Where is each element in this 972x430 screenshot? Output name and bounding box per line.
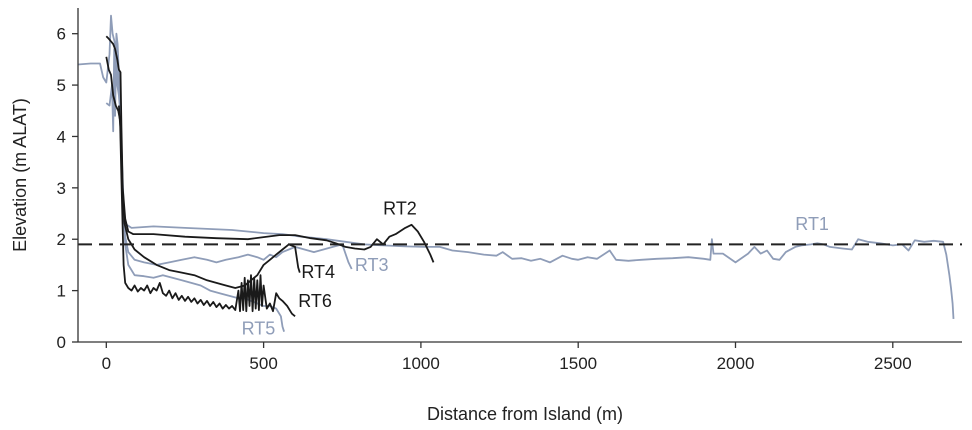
- series-label-rt2: RT2: [383, 199, 417, 219]
- series-line-rt2: [105, 35, 435, 263]
- plot-area: RT1 RT2 RT3 RT4 RT5 RT6: [77, 14, 962, 338]
- series-line-rt3: [105, 32, 353, 270]
- x-tick-label: 500: [249, 354, 277, 373]
- y-tick-label: 3: [57, 179, 66, 198]
- y-tick-label: 0: [57, 333, 66, 352]
- y-tick-label: 5: [57, 76, 66, 95]
- series-label-rt1: RT1: [795, 214, 829, 234]
- x-tick-label: 1000: [402, 354, 440, 373]
- series-line-rt6: [118, 105, 296, 317]
- series-label-rt4: RT4: [301, 262, 335, 282]
- x-tick-label: 1500: [559, 354, 597, 373]
- series-line-rt1: [77, 14, 955, 319]
- y-tick-label: 6: [57, 25, 66, 44]
- series-label-rt6: RT6: [298, 291, 332, 311]
- x-tick-label: 0: [102, 354, 111, 373]
- y-tick-label: 1: [57, 282, 66, 301]
- series-label-rt3: RT3: [355, 255, 389, 275]
- series-line-rt4: [105, 56, 301, 289]
- x-tick-label: 2500: [874, 354, 912, 373]
- x-axis-ticks: 0 500 1000 1500 2000 2500: [102, 342, 912, 373]
- x-axis-label: Distance from Island (m): [427, 404, 623, 424]
- x-tick-label: 2000: [717, 354, 755, 373]
- y-axis-label: Elevation (m ALAT): [10, 98, 30, 252]
- y-tick-label: 4: [57, 127, 66, 146]
- series-label-rt5: RT5: [242, 318, 276, 338]
- y-axis-ticks: 0 1 2 3 4 5 6: [57, 25, 78, 352]
- series-line-rt5: [114, 59, 285, 332]
- y-tick-label: 2: [57, 230, 66, 249]
